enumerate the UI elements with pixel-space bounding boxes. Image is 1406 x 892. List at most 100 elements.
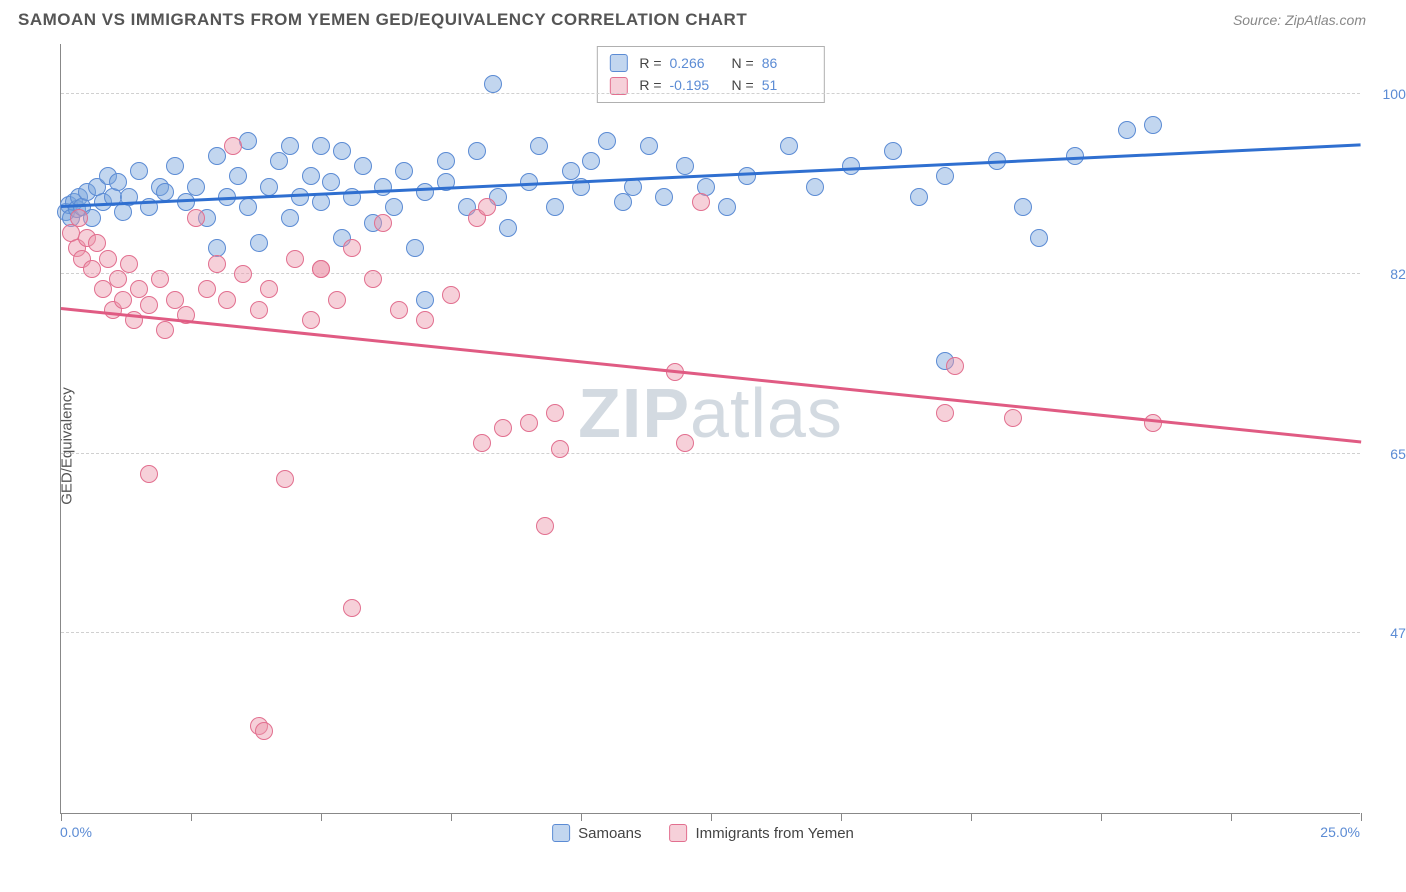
data-point [478, 198, 496, 216]
data-point [364, 270, 382, 288]
data-point [250, 234, 268, 252]
chart-container: SAMOAN VS IMMIGRANTS FROM YEMEN GED/EQUI… [0, 0, 1406, 892]
data-point [1144, 414, 1162, 432]
swatch-series-1 [609, 54, 627, 72]
x-tick [1101, 813, 1102, 821]
data-point [218, 291, 236, 309]
y-tick-label: 100.0% [1370, 86, 1406, 102]
gridline [61, 632, 1360, 633]
data-point [328, 291, 346, 309]
data-point [780, 137, 798, 155]
legend-item-1: Samoans [552, 824, 641, 842]
legend-item-2: Immigrants from Yemen [669, 824, 853, 842]
stat-n-label-1: N = [732, 52, 754, 74]
data-point [198, 280, 216, 298]
data-point [276, 470, 294, 488]
data-point [156, 183, 174, 201]
x-tick [451, 813, 452, 821]
series-legend: Samoans Immigrants from Yemen [552, 824, 854, 842]
data-point [614, 193, 632, 211]
data-point [536, 517, 554, 535]
data-point [374, 178, 392, 196]
data-point [224, 137, 242, 155]
x-tick [841, 813, 842, 821]
data-point [99, 250, 117, 268]
data-point [1030, 229, 1048, 247]
data-point [83, 260, 101, 278]
x-tick [191, 813, 192, 821]
data-point [374, 214, 392, 232]
data-point [114, 291, 132, 309]
data-point [520, 414, 538, 432]
data-point [260, 178, 278, 196]
data-point [551, 440, 569, 458]
data-point [884, 142, 902, 160]
data-point [1004, 409, 1022, 427]
data-point [302, 311, 320, 329]
data-point [312, 137, 330, 155]
data-point [468, 142, 486, 160]
gridline [61, 273, 1360, 274]
data-point [395, 162, 413, 180]
data-point [738, 167, 756, 185]
data-point [239, 132, 257, 150]
y-tick-label: 82.5% [1370, 266, 1406, 282]
data-point [166, 157, 184, 175]
data-point [255, 722, 273, 740]
data-point [281, 209, 299, 227]
legend-swatch-2 [669, 824, 687, 842]
data-point [140, 465, 158, 483]
stat-r-value-1: 0.266 [670, 52, 720, 74]
data-point [910, 188, 928, 206]
data-point [322, 173, 340, 191]
y-tick-label: 65.0% [1370, 446, 1406, 462]
data-point [655, 188, 673, 206]
data-point [806, 178, 824, 196]
data-point [640, 137, 658, 155]
data-point [1014, 198, 1032, 216]
stat-n-value-1: 86 [762, 52, 812, 74]
legend-label-1: Samoans [578, 825, 641, 842]
legend-label-2: Immigrants from Yemen [695, 825, 853, 842]
data-point [406, 239, 424, 257]
x-tick [711, 813, 712, 821]
data-point [484, 75, 502, 93]
data-point [676, 157, 694, 175]
data-point [312, 193, 330, 211]
data-point [546, 404, 564, 422]
chart-title: SAMOAN VS IMMIGRANTS FROM YEMEN GED/EQUI… [18, 10, 747, 30]
x-axis-max-label: 25.0% [1320, 824, 1360, 840]
legend-swatch-1 [552, 824, 570, 842]
data-point [70, 209, 88, 227]
data-point [156, 321, 174, 339]
data-point [530, 137, 548, 155]
data-point [291, 188, 309, 206]
watermark-zip: ZIP [578, 374, 690, 452]
data-point [494, 419, 512, 437]
data-point [286, 250, 304, 268]
data-point [692, 193, 710, 211]
data-point [140, 296, 158, 314]
data-point [936, 167, 954, 185]
data-point [946, 357, 964, 375]
data-point [130, 162, 148, 180]
x-tick [61, 813, 62, 821]
data-point [234, 265, 252, 283]
trend-line [61, 307, 1361, 443]
x-axis-min-label: 0.0% [60, 824, 92, 840]
data-point [94, 280, 112, 298]
x-tick [1361, 813, 1362, 821]
data-point [239, 198, 257, 216]
data-point [416, 183, 434, 201]
plot-area: ZIPatlas R = 0.266 N = 86 R = -0.195 N =… [60, 44, 1360, 814]
data-point [312, 260, 330, 278]
data-point [1118, 121, 1136, 139]
data-point [936, 404, 954, 422]
swatch-series-2 [609, 77, 627, 95]
data-point [442, 286, 460, 304]
data-point [151, 270, 169, 288]
stat-r-label-1: R = [639, 52, 661, 74]
chart-header: SAMOAN VS IMMIGRANTS FROM YEMEN GED/EQUI… [0, 0, 1406, 36]
x-tick [581, 813, 582, 821]
data-point [281, 137, 299, 155]
